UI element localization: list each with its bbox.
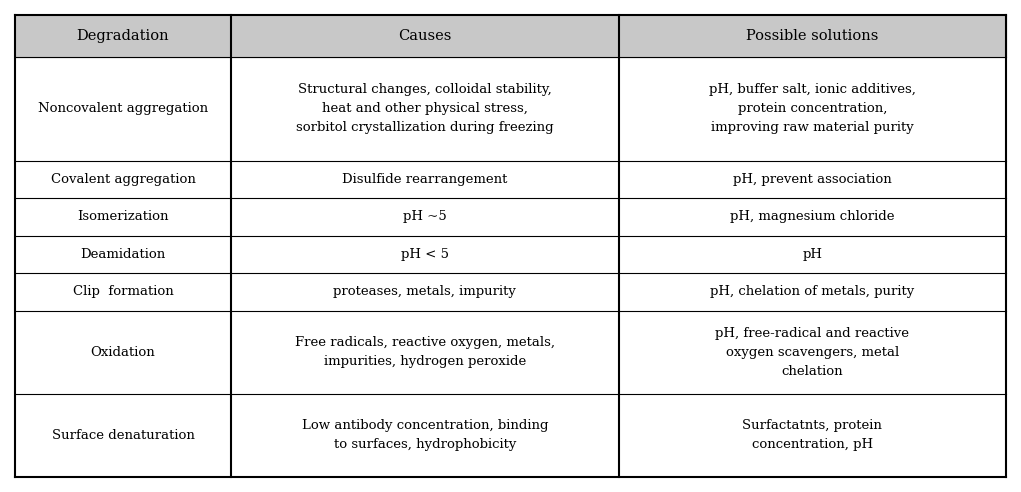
Text: pH, free-radical and reactive
oxygen scavengers, metal
chelation: pH, free-radical and reactive oxygen sca… bbox=[716, 327, 910, 378]
Text: pH, chelation of metals, purity: pH, chelation of metals, purity bbox=[711, 285, 915, 298]
Text: Free radicals, reactive oxygen, metals,
impurities, hydrogen peroxide: Free radicals, reactive oxygen, metals, … bbox=[295, 336, 554, 368]
Text: Disulfide rearrangement: Disulfide rearrangement bbox=[342, 173, 507, 186]
Text: Isomerization: Isomerization bbox=[78, 211, 168, 223]
Text: Low antibody concentration, binding
to surfaces, hydrophobicity: Low antibody concentration, binding to s… bbox=[301, 419, 548, 451]
Text: Surfactatnts, protein
concentration, pH: Surfactatnts, protein concentration, pH bbox=[742, 419, 882, 451]
Text: pH: pH bbox=[803, 248, 822, 261]
Text: Oxidation: Oxidation bbox=[91, 346, 155, 359]
Text: Covalent aggregation: Covalent aggregation bbox=[51, 173, 195, 186]
Text: proteases, metals, impurity: proteases, metals, impurity bbox=[333, 285, 517, 298]
Text: Structural changes, colloidal stability,
heat and other physical stress,
sorbito: Structural changes, colloidal stability,… bbox=[296, 83, 553, 134]
Text: Clip  formation: Clip formation bbox=[72, 285, 174, 298]
Text: Noncovalent aggregation: Noncovalent aggregation bbox=[38, 102, 208, 115]
Text: pH, buffer salt, ionic additives,
protein concentration,
improving raw material : pH, buffer salt, ionic additives, protei… bbox=[709, 83, 916, 134]
Text: pH, magnesium chloride: pH, magnesium chloride bbox=[730, 211, 894, 223]
Text: Possible solutions: Possible solutions bbox=[746, 29, 878, 43]
Text: Causes: Causes bbox=[398, 29, 451, 43]
Text: pH ~5: pH ~5 bbox=[403, 211, 446, 223]
Text: pH, prevent association: pH, prevent association bbox=[733, 173, 891, 186]
Text: Degradation: Degradation bbox=[77, 29, 169, 43]
Text: Deamidation: Deamidation bbox=[81, 248, 165, 261]
Text: Surface denaturation: Surface denaturation bbox=[52, 429, 194, 442]
Text: pH < 5: pH < 5 bbox=[401, 248, 449, 261]
